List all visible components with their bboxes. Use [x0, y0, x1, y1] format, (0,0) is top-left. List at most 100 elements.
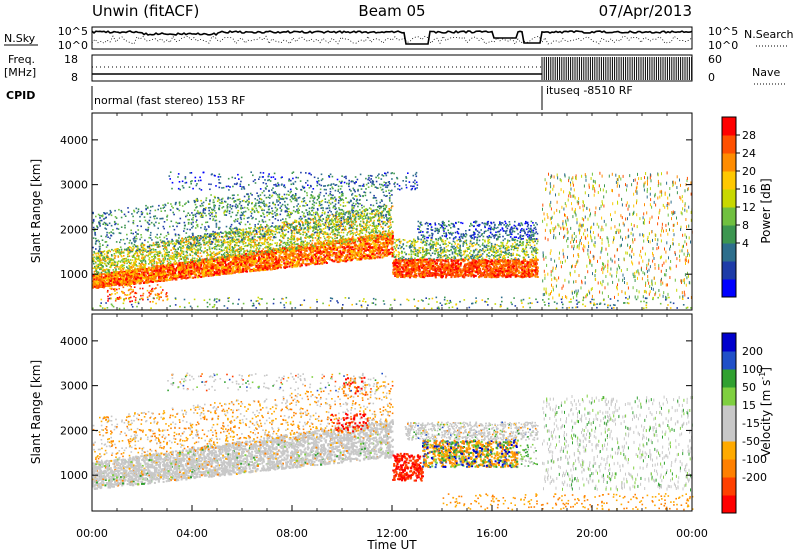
data-cell [275, 256, 277, 258]
data-cell [372, 241, 374, 243]
data-cell [178, 269, 180, 271]
data-cell [365, 250, 367, 252]
data-cell [280, 252, 282, 254]
data-cell [249, 261, 251, 263]
data-cell [203, 242, 205, 244]
data-cell [146, 282, 148, 284]
data-cell [269, 267, 271, 269]
data-cell [340, 253, 342, 255]
data-cell [357, 241, 359, 243]
data-cell [242, 261, 244, 263]
data-cell [357, 237, 359, 239]
data-cell [266, 268, 268, 270]
data-cell [390, 222, 392, 224]
data-cell [151, 276, 153, 278]
data-cell [358, 216, 360, 218]
data-cell [279, 243, 281, 245]
data-cell [168, 262, 170, 264]
data-cell [226, 273, 228, 275]
data-cell [175, 254, 177, 256]
data-cell [344, 249, 346, 251]
data-cell [319, 234, 321, 236]
data-cell [299, 233, 301, 235]
data-cell [131, 247, 133, 249]
data-cell [192, 277, 194, 279]
data-cell [153, 245, 155, 247]
data-cell [272, 230, 274, 232]
data-cell [225, 257, 227, 259]
data-cell [249, 270, 251, 272]
data-cell [303, 252, 305, 254]
data-cell [368, 258, 370, 260]
data-cell [283, 262, 285, 264]
data-cell [224, 267, 226, 269]
data-cell [181, 268, 183, 270]
data-cell [175, 269, 177, 271]
data-cell [143, 274, 145, 276]
data-cell [389, 228, 391, 230]
data-cell [178, 260, 180, 262]
data-cell [351, 224, 353, 226]
data-cell [349, 253, 351, 255]
data-cell [341, 221, 343, 223]
data-cell [220, 262, 222, 264]
data-cell [172, 252, 174, 254]
data-cell [377, 225, 379, 227]
data-cell [173, 269, 175, 271]
data-cell [387, 236, 389, 238]
data-cell [351, 259, 353, 261]
data-cell [167, 242, 169, 244]
data-cell [385, 255, 387, 257]
data-cell [201, 250, 203, 252]
data-cell [268, 260, 270, 262]
data-cell [374, 257, 376, 259]
data-cell [372, 253, 374, 255]
data-cell [104, 282, 106, 284]
data-cell [358, 240, 360, 242]
data-cell [242, 257, 244, 259]
data-cell [208, 274, 210, 276]
data-cell [188, 268, 190, 270]
data-cell [390, 248, 392, 250]
data-cell [271, 262, 273, 264]
data-cell [145, 249, 147, 251]
data-cell [273, 231, 275, 233]
data-cell [263, 255, 265, 257]
data-cell [222, 262, 224, 264]
data-cell [280, 242, 282, 244]
data-cell [391, 207, 393, 209]
data-cell [253, 241, 255, 243]
frequency-panel: Freq. [MHz] 18 8 60 0 Nave [4, 53, 786, 84]
data-cell [170, 268, 172, 270]
data-cell [207, 262, 209, 264]
data-cell [198, 265, 200, 267]
data-cell [318, 235, 320, 237]
data-cell [285, 252, 287, 254]
data-cell [182, 275, 184, 277]
data-cell [124, 263, 126, 265]
data-cell [360, 221, 362, 223]
data-cell [187, 277, 189, 279]
data-cell [189, 265, 191, 267]
data-cell [271, 259, 273, 261]
data-cell [280, 267, 282, 269]
data-cell [156, 270, 158, 272]
data-cell [280, 235, 282, 237]
data-cell [235, 260, 237, 262]
data-cell [356, 247, 358, 249]
data-cell [296, 254, 298, 256]
data-cell [114, 280, 116, 282]
data-cell [359, 243, 361, 245]
data-cell [129, 273, 131, 275]
data-cell [208, 272, 210, 274]
data-cell [293, 251, 295, 253]
data-cell [318, 251, 320, 253]
data-cell [363, 252, 365, 254]
data-cell [186, 257, 188, 259]
data-cell [260, 262, 262, 264]
data-cell [207, 245, 209, 247]
data-cell [385, 233, 387, 235]
data-cell [373, 220, 375, 222]
data-cell [347, 246, 349, 248]
data-cell [160, 277, 162, 279]
